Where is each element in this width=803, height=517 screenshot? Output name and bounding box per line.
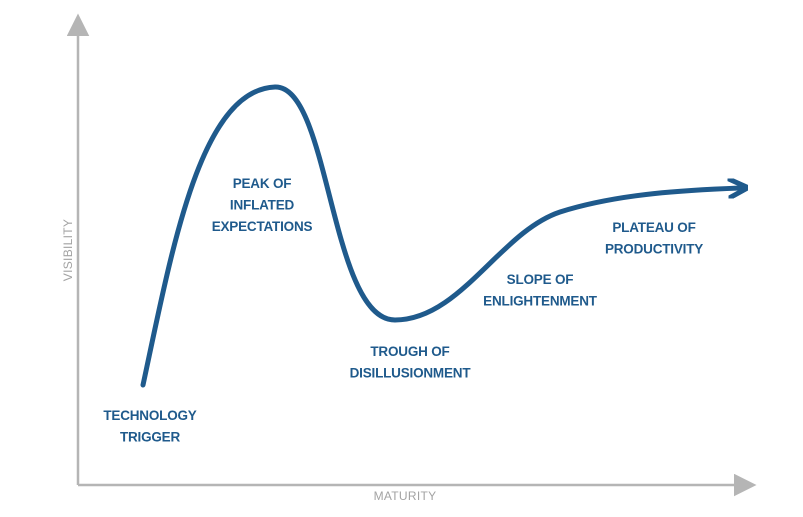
phase-label: PEAK OF (233, 176, 292, 191)
phase-label: ENLIGHTENMENT (483, 294, 598, 309)
phase-label: TROUGH OF (370, 344, 449, 359)
phase-label: PLATEAU OF (612, 220, 695, 235)
phase-label: EXPECTATIONS (212, 219, 313, 234)
phase-labels: TECHNOLOGY TRIGGER PEAK OF INFLATED EXPECTAT… (103, 176, 703, 445)
phase-label: TRIGGER (120, 430, 181, 445)
phase-label: DISILLUSIONMENT (350, 366, 472, 381)
phase-label: PRODUCTIVITY (605, 242, 703, 257)
phase-label: INFLATED (230, 198, 295, 213)
phase-label: SLOPE OF (507, 272, 574, 287)
hype-curve (140, 84, 740, 388)
x-axis-label: MATURITY (374, 489, 437, 503)
phase-label: TECHNOLOGY (103, 408, 196, 423)
y-axis-label: VISIBILITY (61, 219, 75, 281)
